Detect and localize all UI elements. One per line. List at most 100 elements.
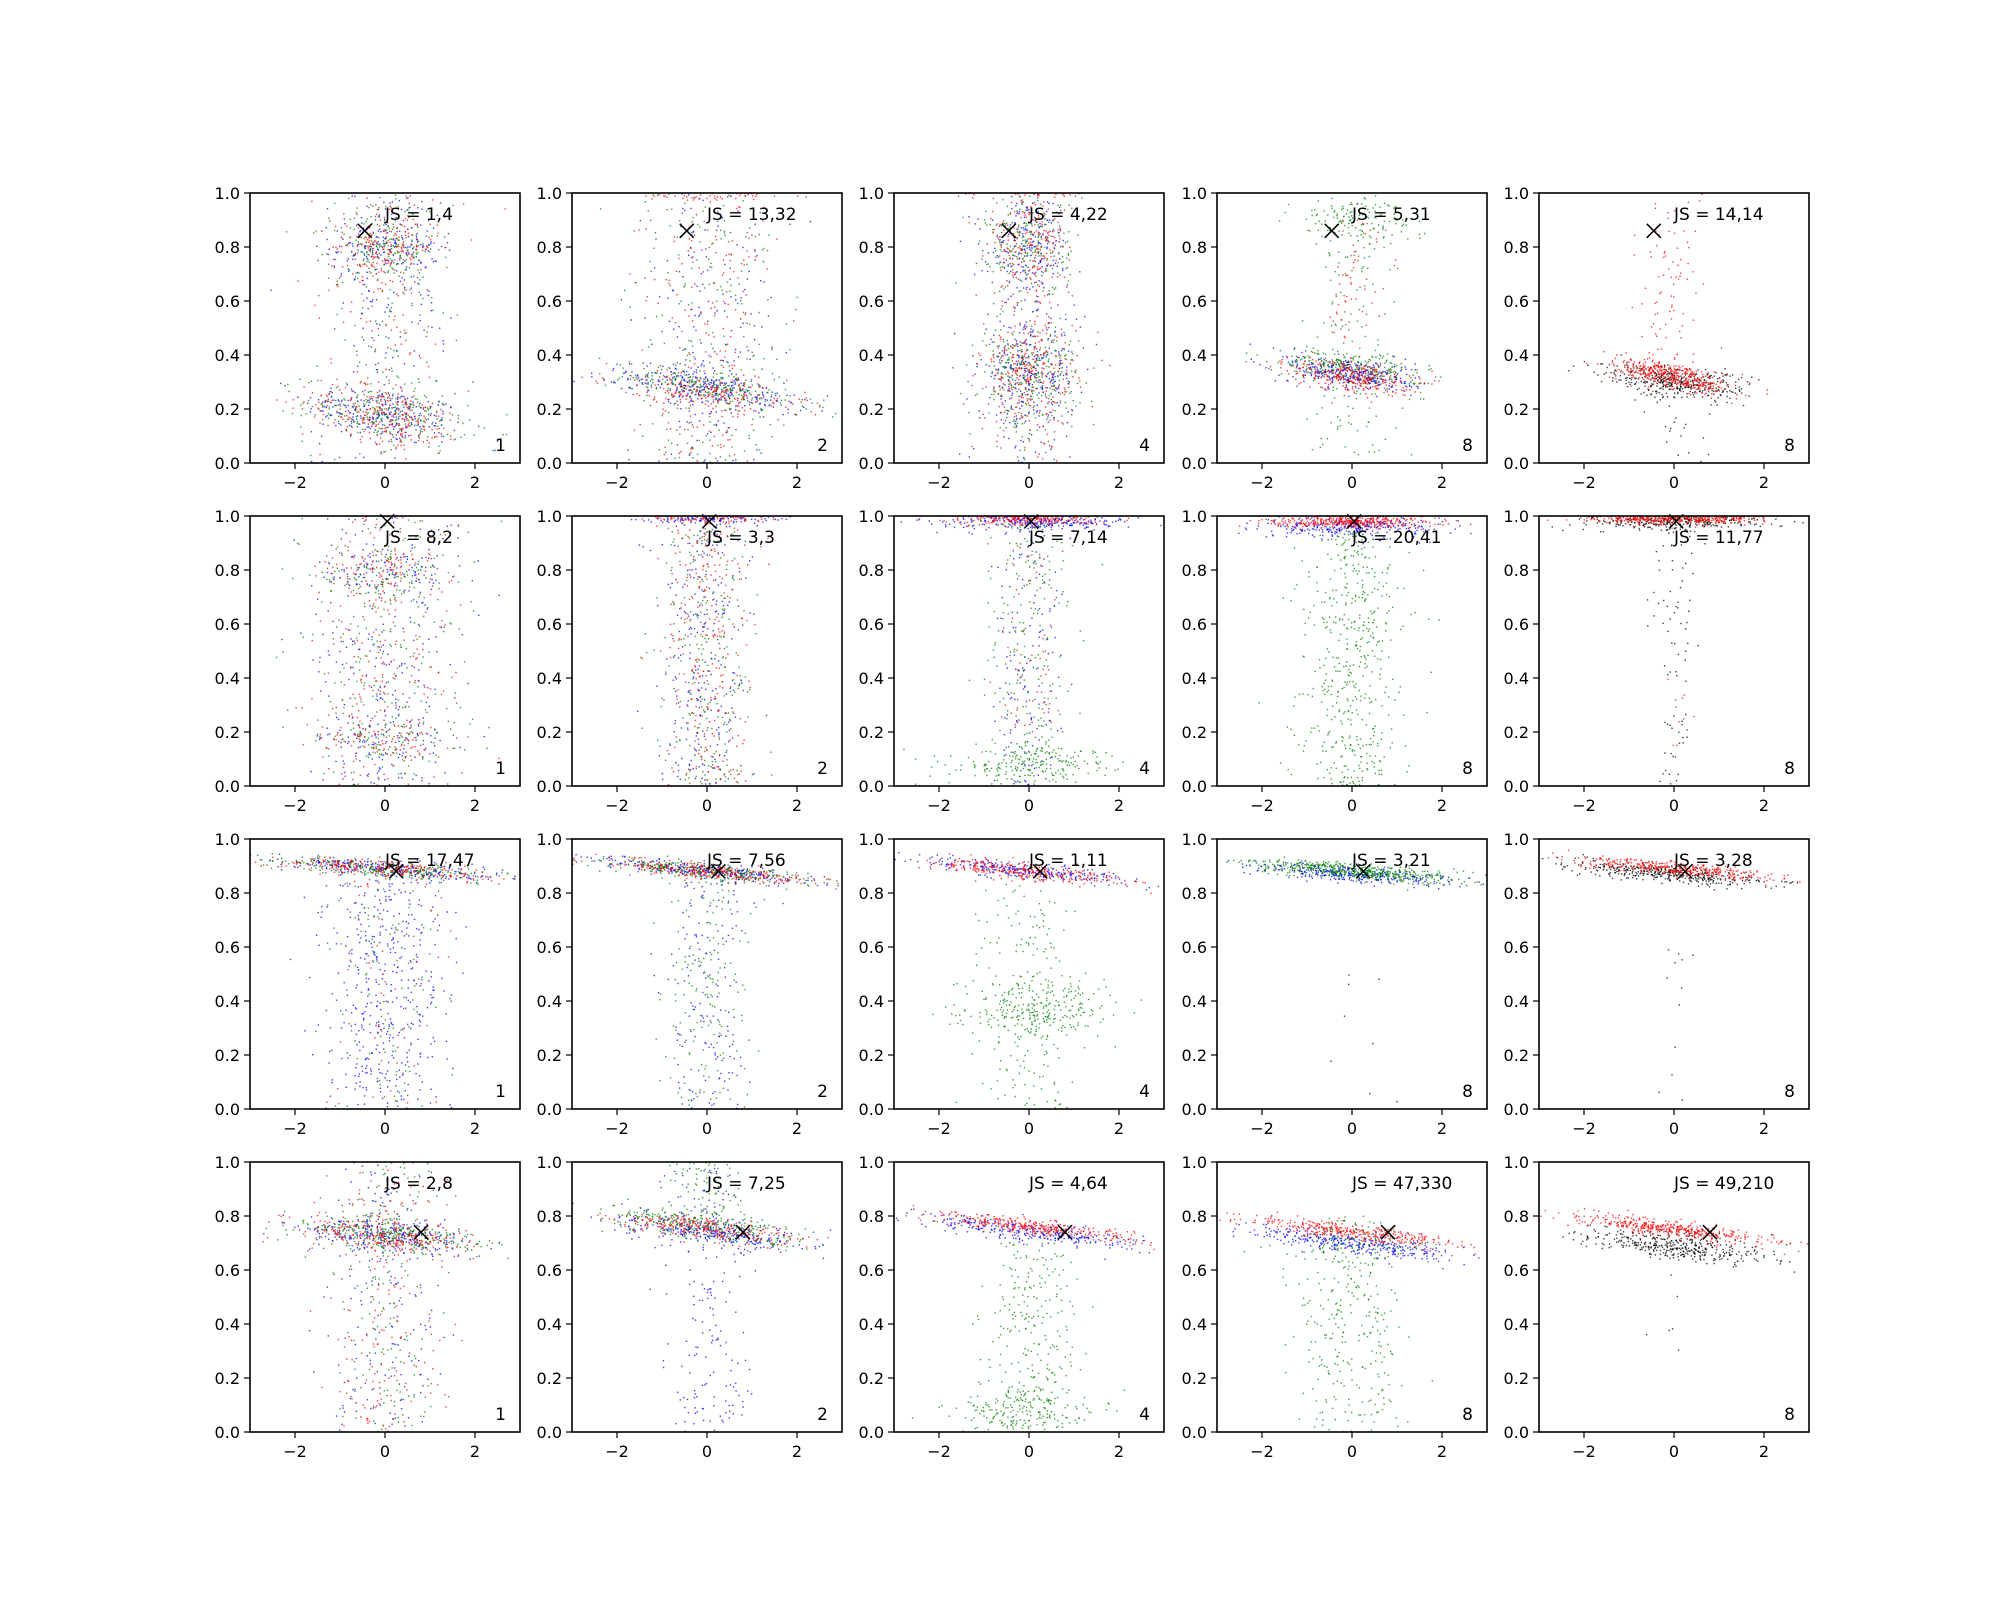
scatter-point xyxy=(1050,252,1052,254)
scatter-point xyxy=(984,332,986,335)
scatter-point xyxy=(992,355,994,357)
scatter-point xyxy=(667,398,669,401)
scatter-point xyxy=(713,336,715,338)
scatter-point xyxy=(310,380,313,382)
scatter-point xyxy=(613,380,615,382)
scatter-point xyxy=(1051,252,1054,254)
scatter-point xyxy=(438,400,441,402)
scatter-point xyxy=(1023,374,1025,376)
scatter-point xyxy=(419,433,421,436)
scatter-point xyxy=(1361,368,1363,370)
scatter-point xyxy=(762,393,764,395)
scatter-point xyxy=(750,189,751,190)
scatter-point xyxy=(450,435,452,437)
scatter-point xyxy=(627,377,629,380)
scatter-point xyxy=(678,382,681,384)
scatter-point xyxy=(392,414,395,416)
scatter-point xyxy=(1048,219,1051,221)
scatter-point xyxy=(346,243,348,246)
scatter-point xyxy=(809,398,812,400)
scatter-point xyxy=(1037,210,1039,212)
scatter-point xyxy=(719,196,722,198)
scatter-point xyxy=(1060,333,1063,335)
scatter-point xyxy=(715,405,717,408)
scatter-point xyxy=(339,403,341,406)
scatter-point xyxy=(426,361,428,363)
scatter-point xyxy=(1000,308,1002,310)
scatter-point xyxy=(429,405,431,408)
scatter-point xyxy=(375,425,377,427)
scatter-point xyxy=(336,410,338,412)
scatter-point xyxy=(1034,251,1036,253)
scatter-point xyxy=(1036,247,1038,250)
scatter-point xyxy=(367,247,369,249)
scatter-point xyxy=(1050,398,1052,401)
scatter-point xyxy=(420,294,422,296)
scatter-point xyxy=(1076,355,1078,357)
scatter-point xyxy=(703,386,706,389)
scatter-point xyxy=(425,248,428,250)
scatter-point xyxy=(372,233,374,235)
scatter-point xyxy=(1031,225,1033,227)
scatter-point xyxy=(749,227,751,229)
scatter-point xyxy=(389,265,391,267)
scatter-point xyxy=(410,263,412,266)
scatter-point xyxy=(1066,266,1069,269)
scatter-point xyxy=(1003,325,1005,327)
scatter-point xyxy=(303,386,305,388)
scatter-point xyxy=(746,278,749,280)
scatter-point xyxy=(658,460,660,462)
scatter-point xyxy=(395,243,397,245)
scatter-point xyxy=(1050,322,1053,324)
scatter-point xyxy=(629,273,631,275)
scatter-point xyxy=(715,424,718,427)
scatter-point xyxy=(321,230,323,232)
scatter-point xyxy=(407,246,409,248)
scatter-point xyxy=(384,357,387,359)
scatter-point xyxy=(682,276,684,278)
scatter-point xyxy=(1041,374,1043,376)
scatter-point xyxy=(973,194,975,196)
scatter-point xyxy=(1404,382,1407,385)
scatter-point xyxy=(644,201,646,203)
scatter-point xyxy=(1080,391,1083,394)
scatter-point xyxy=(409,416,411,418)
scatter-point xyxy=(470,239,473,241)
scatter-point xyxy=(422,407,425,409)
scatter-point xyxy=(1364,365,1366,367)
scatter-point xyxy=(997,434,999,437)
scatter-point xyxy=(729,392,731,394)
scatter-point xyxy=(381,411,383,413)
scatter-point xyxy=(1044,351,1047,354)
scatter-point xyxy=(701,401,703,404)
scatter-point xyxy=(738,385,741,387)
scatter-point xyxy=(1363,378,1366,380)
scatter-point xyxy=(1040,203,1042,206)
scatter-point xyxy=(1045,356,1047,358)
scatter-point xyxy=(1030,352,1033,354)
scatter-point xyxy=(345,430,348,432)
scatter-point xyxy=(758,386,760,388)
scatter-point xyxy=(372,252,374,254)
scatter-point xyxy=(1025,321,1028,323)
scatter-point xyxy=(359,453,361,455)
scatter-point xyxy=(1000,357,1002,359)
scatter-point xyxy=(437,404,439,406)
scatter-point xyxy=(793,394,795,396)
scatter-point xyxy=(724,459,727,461)
scatter-point xyxy=(302,402,304,404)
scatter-point xyxy=(342,302,344,304)
scatter-point xyxy=(711,395,713,398)
scatter-point xyxy=(719,381,721,383)
scatter-point xyxy=(1059,400,1062,402)
scatter-point xyxy=(1040,386,1042,389)
scatter-point xyxy=(420,261,422,263)
scatter-point xyxy=(400,444,402,447)
scatter-point xyxy=(1019,417,1021,420)
scatter-point xyxy=(1047,373,1049,375)
scatter-point xyxy=(396,227,398,230)
scatter-point xyxy=(985,328,988,330)
scatter-point xyxy=(753,325,756,327)
scatter-point xyxy=(406,209,408,211)
scatter-point xyxy=(1075,318,1078,320)
